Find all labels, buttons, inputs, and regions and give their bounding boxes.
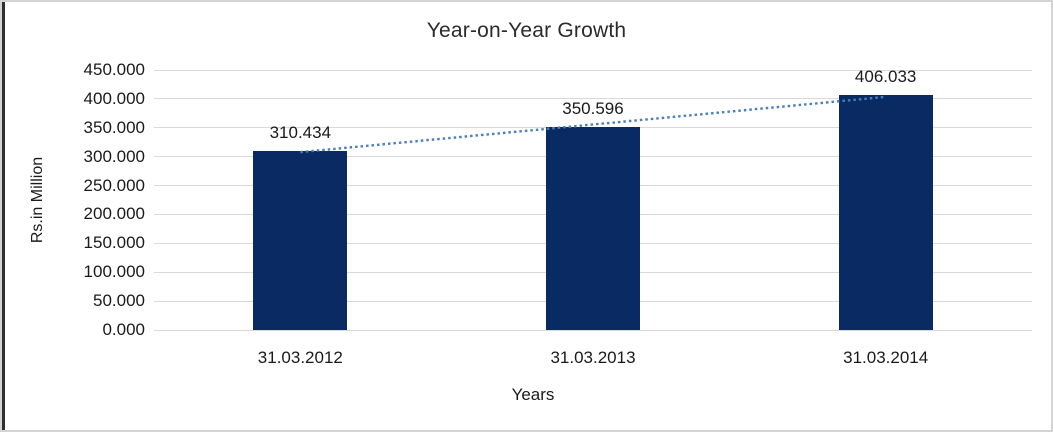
- left-border-accent: [2, 2, 5, 430]
- chart-title: Year-on-Year Growth: [426, 19, 627, 42]
- bar-data-label: 350.596: [562, 99, 624, 119]
- y-axis-tick-label: 50.000: [93, 291, 145, 311]
- y-axis-tick-label: 150.000: [83, 233, 145, 253]
- y-axis-tick-label: 100.000: [83, 262, 145, 282]
- y-axis-tick-label: 0.000: [102, 320, 145, 339]
- y-axis-tick-label: 350.000: [83, 117, 145, 137]
- y-axis-tick-label: 300.000: [83, 146, 145, 166]
- y-axis-tick-label: 450.000: [83, 60, 145, 79]
- bar: [838, 95, 933, 330]
- y-axis-tick-label: 200.000: [83, 204, 145, 224]
- y-axis-title: Rs.in Million: [29, 156, 46, 244]
- bar: [253, 150, 348, 330]
- x-category-label: 31.03.2013: [550, 348, 636, 367]
- bar-data-label: 310.434: [269, 122, 332, 142]
- x-axis-title: Years: [511, 385, 555, 404]
- bar: [546, 127, 640, 330]
- y-axis-tick-label: 400.000: [83, 88, 145, 108]
- gridline: [154, 329, 1032, 331]
- x-category-label: 31.03.2012: [257, 348, 343, 367]
- gridline: [154, 69, 1032, 71]
- bar-data-label: 406.033: [854, 67, 917, 87]
- y-axis-tick-label: 250.000: [83, 175, 145, 195]
- x-category-label: 31.03.2014: [843, 348, 929, 367]
